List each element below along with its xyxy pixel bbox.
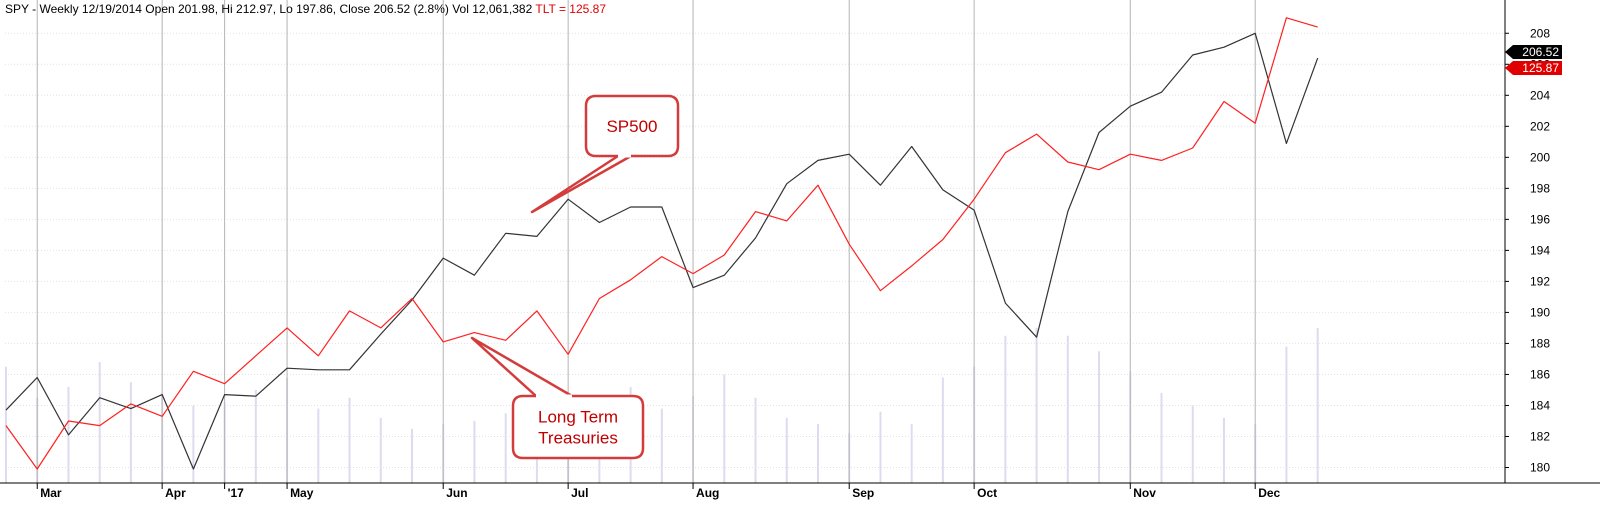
volume-bar xyxy=(1035,328,1038,483)
last-value-label-tlt: 125.87 xyxy=(1522,61,1559,75)
volume-bar xyxy=(5,366,7,483)
volume-bar xyxy=(754,397,757,483)
series-lines xyxy=(5,17,1319,470)
volume-bar xyxy=(660,408,663,483)
last-value-tag-tlt xyxy=(1505,61,1562,75)
volume-bar xyxy=(98,362,101,483)
series-line-spy xyxy=(5,32,1319,470)
volume-bar xyxy=(473,421,476,483)
callout-tail xyxy=(470,336,574,398)
y-tick-label: 200 xyxy=(1530,150,1550,164)
volume-bar xyxy=(785,417,788,483)
y-tick-label: 190 xyxy=(1530,305,1550,319)
x-tick-label: '17 xyxy=(228,486,245,500)
volume-bar xyxy=(1285,346,1288,483)
y-tick-label: 186 xyxy=(1530,367,1550,381)
callout-treasuries: Long Term Treasuries xyxy=(470,336,645,460)
volume-bar xyxy=(910,424,913,483)
x-tick-label: Jul xyxy=(571,486,588,500)
y-tick-label: 192 xyxy=(1530,274,1550,288)
volume-bar xyxy=(879,411,882,483)
volume-bar xyxy=(504,413,507,483)
y-tick-label: 208 xyxy=(1530,26,1550,40)
volume-bar xyxy=(1160,393,1163,483)
callout-text-line: Long Term xyxy=(538,408,618,427)
y-tick-label: 198 xyxy=(1530,181,1550,195)
x-tick-label: May xyxy=(290,486,314,500)
volume-bar xyxy=(192,405,195,483)
volume-bar xyxy=(1222,417,1225,483)
x-tick-label: Sep xyxy=(852,486,874,500)
y-tick-label: 182 xyxy=(1530,429,1550,443)
volume-bar xyxy=(1191,405,1194,483)
y-tick-label: 202 xyxy=(1530,119,1550,133)
series-line-tlt xyxy=(5,17,1318,470)
y-tick-label: 194 xyxy=(1530,243,1550,257)
callout-text-line: SP500 xyxy=(606,117,657,136)
volume-bar xyxy=(254,390,257,483)
volume-bar xyxy=(723,374,726,483)
volume-bar xyxy=(1004,335,1007,483)
volume-bar xyxy=(1066,335,1069,483)
y-tick-label: 204 xyxy=(1530,88,1550,102)
volume-bar xyxy=(317,408,320,483)
x-tick-label: Nov xyxy=(1133,486,1156,500)
callout-text-line: Treasuries xyxy=(538,429,618,448)
volume-bar xyxy=(1316,328,1319,483)
callout-tail xyxy=(530,154,633,214)
x-tick-label: Mar xyxy=(40,486,62,500)
callout-box xyxy=(584,94,680,158)
y-tick-label: 180 xyxy=(1530,460,1550,474)
y-tick-label: 184 xyxy=(1530,398,1550,412)
x-tick-label: Apr xyxy=(165,486,186,500)
volume-bar xyxy=(410,428,413,483)
header-tlt: TLT = 125.87 xyxy=(535,2,606,16)
x-tick-label: Oct xyxy=(977,486,997,500)
x-tick-label: Aug xyxy=(696,486,719,500)
y-tick-label: 196 xyxy=(1530,212,1550,226)
chart-header: SPY - Weekly 12/19/2014 Open 201.98, Hi … xyxy=(5,2,606,16)
callouts: SP500 Long Term Treasuries xyxy=(470,94,680,460)
volume-bar xyxy=(941,377,944,483)
volume-bar xyxy=(348,397,351,483)
volume-bar xyxy=(129,382,132,483)
last-value-tag-spy xyxy=(1505,45,1562,59)
grid xyxy=(5,0,1505,483)
x-tick-label: Dec xyxy=(1258,486,1280,500)
callout-box xyxy=(511,394,645,460)
y-tick-label: 188 xyxy=(1530,336,1550,350)
last-value-label-spy: 206.52 xyxy=(1522,45,1559,59)
volume-bar xyxy=(1098,351,1101,483)
volume-bar xyxy=(816,424,819,483)
volume-bar xyxy=(379,417,382,483)
header-main: SPY - Weekly 12/19/2014 Open 201.98, Hi … xyxy=(5,2,533,16)
x-tick-label: Jun xyxy=(446,486,467,500)
callout-sp500: SP500 xyxy=(530,94,680,214)
